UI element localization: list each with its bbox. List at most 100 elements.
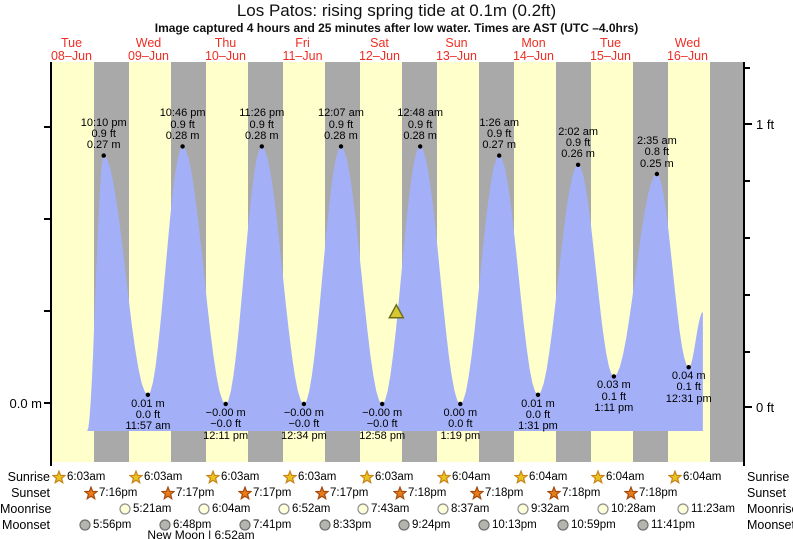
tide-label-line: 0.1 ft <box>601 390 627 403</box>
sunset-entry: 7:18pm <box>624 486 677 500</box>
tide-label-line: 0.8 ft <box>644 146 670 159</box>
tide-label-line: −0.00 m <box>283 407 324 419</box>
tide-label-line: 11:57 am <box>125 420 171 433</box>
low-tide-dot <box>458 401 463 407</box>
moonset-row-label-right: Moonset <box>747 518 793 532</box>
tide-label-line: 2:02 am <box>558 125 598 138</box>
day-date: 08–Jun <box>50 48 92 63</box>
left-axis-tick <box>44 218 51 220</box>
sunset-star-icon <box>238 486 252 500</box>
sunrise-time: 6:04am <box>452 471 491 483</box>
moonset-time: 6:48pm <box>173 519 212 531</box>
tide-label-line: 0.26 m <box>561 148 595 161</box>
sunset-time: 7:18pm <box>639 487 678 499</box>
tide-label-line: 0.27 m <box>482 139 516 152</box>
sunrise-entry: 6:03am <box>283 470 336 484</box>
sunset-star-icon <box>547 486 561 500</box>
moonrise-entry: 6:52am <box>277 502 330 516</box>
tide-label-line: 0.9 ft <box>249 118 274 131</box>
sunrise-star-icon <box>283 470 297 484</box>
tide-label-line: 12:31 pm <box>665 392 712 405</box>
moonset-icon <box>159 519 171 531</box>
sunset-star-icon <box>315 486 329 500</box>
sunrise-time: 6:03am <box>67 471 106 483</box>
moonrise-time: 9:32am <box>531 503 570 515</box>
day-date: 09–Jun <box>127 48 169 63</box>
low-tide-label: 0.01 m 0.0 ft 1:31 pm <box>493 398 583 433</box>
moonrise-row-label-left: Moonrise <box>0 502 52 516</box>
sunrise-row-label-right: Sunrise <box>747 470 790 484</box>
moonrise-entry: 7:43am <box>356 502 409 516</box>
moonset-entry: 9:24pm <box>397 518 450 532</box>
tide-label-line: 1:31 pm <box>518 420 558 433</box>
day-weekday: Thu <box>214 36 237 50</box>
right-axis-0ft-label: 0 ft <box>756 400 775 415</box>
day-weekday: Sat <box>370 36 389 50</box>
moonset-time: 10:59pm <box>571 519 616 531</box>
moonset-time: 11:41pm <box>651 519 695 531</box>
high-tide-dot <box>101 153 106 158</box>
moonset-entry: 8:33pm <box>318 518 371 532</box>
sunset-star-icon <box>84 486 98 500</box>
moonrise-entry: 5:21am <box>118 502 171 516</box>
day-date: 11–Jun <box>282 48 323 63</box>
moonset-icon <box>478 519 490 531</box>
right-axis-tick <box>745 123 752 125</box>
low-tide-label: 0.04 m 0.1 ft 12:31 pm <box>644 370 734 405</box>
tide-plot: 10:10 pm 0.9 ft 0.27 m 0.01 m 0.0 ft 11:57 am… <box>52 62 744 462</box>
moonrise-icon <box>517 503 529 515</box>
tide-label-line: 0.28 m <box>244 129 279 142</box>
day-label: Fri 11–Jun <box>265 37 341 62</box>
moonrise-entry: 9:32am <box>516 502 569 516</box>
moonset-row-label-left: Moonset <box>2 518 50 532</box>
high-tide-label: 12:48 am 0.9 ft 0.28 m <box>375 108 465 142</box>
high-tide-dot <box>418 144 423 149</box>
moonrise-time: 8:37am <box>451 503 490 515</box>
sunset-time: 7:18pm <box>408 487 447 499</box>
moonrise-time: 7:43am <box>371 503 410 515</box>
moonset-entry: 10:13pm <box>477 518 537 532</box>
tide-label-line: 0.1 ft <box>676 381 701 394</box>
high-tide-dot <box>575 162 581 167</box>
moonset-icon <box>557 519 569 531</box>
moonrise-icon <box>119 503 131 515</box>
day-weekday: Tue <box>60 36 83 50</box>
now-marker-triangle <box>388 303 405 319</box>
day-weekday: Wed <box>674 36 701 50</box>
moonrise-time: 10:28am <box>611 503 656 515</box>
tide-label-line: 12:58 pm <box>359 429 406 442</box>
moonset-time: 9:24pm <box>412 519 451 531</box>
moonrise-entry: 6:04am <box>197 502 250 516</box>
day-label: Thu 10–Jun <box>188 37 264 62</box>
tide-label-line: 11:26 pm <box>239 107 285 120</box>
moonrise-time: 6:52am <box>292 503 331 515</box>
sunset-star-icon <box>161 486 175 500</box>
sunset-entry: 7:18pm <box>393 486 446 500</box>
day-label: Sat 12–Jun <box>342 37 418 62</box>
sunrise-star-icon <box>514 470 528 484</box>
high-tide-label: 11:26 pm 0.9 ft 0.28 m <box>217 108 307 142</box>
sunrise-star-icon <box>591 470 605 484</box>
high-tide-dot <box>259 144 264 149</box>
moonset-entry: 11:41pm <box>636 518 695 532</box>
tide-label-line: 2:35 am <box>637 135 677 147</box>
low-tide-label: 0.01 m 0.0 ft 11:57 am <box>103 398 193 433</box>
right-axis-tick <box>745 406 752 408</box>
sunrise-star-icon <box>668 470 682 484</box>
left-axis <box>50 62 52 466</box>
moonrise-icon <box>597 503 609 515</box>
sunrise-star-icon <box>360 470 374 484</box>
low-tide-dot <box>611 374 617 379</box>
tide-label-line: 12:07 am <box>318 107 364 120</box>
tide-label-line: 12:34 pm <box>280 429 327 442</box>
moonset-icon <box>637 519 649 531</box>
right-axis-tick <box>745 351 750 353</box>
tide-label-line: 12:11 pm <box>203 429 249 442</box>
tide-label-line: 10:10 pm <box>80 116 127 129</box>
left-axis-tick <box>44 310 51 312</box>
sunset-entry: 7:18pm <box>470 486 523 500</box>
sunrise-time: 6:04am <box>529 471 568 483</box>
day-weekday: Fri <box>295 36 310 50</box>
sunrise-star-icon <box>206 470 220 484</box>
low-tide-dot <box>380 401 385 407</box>
